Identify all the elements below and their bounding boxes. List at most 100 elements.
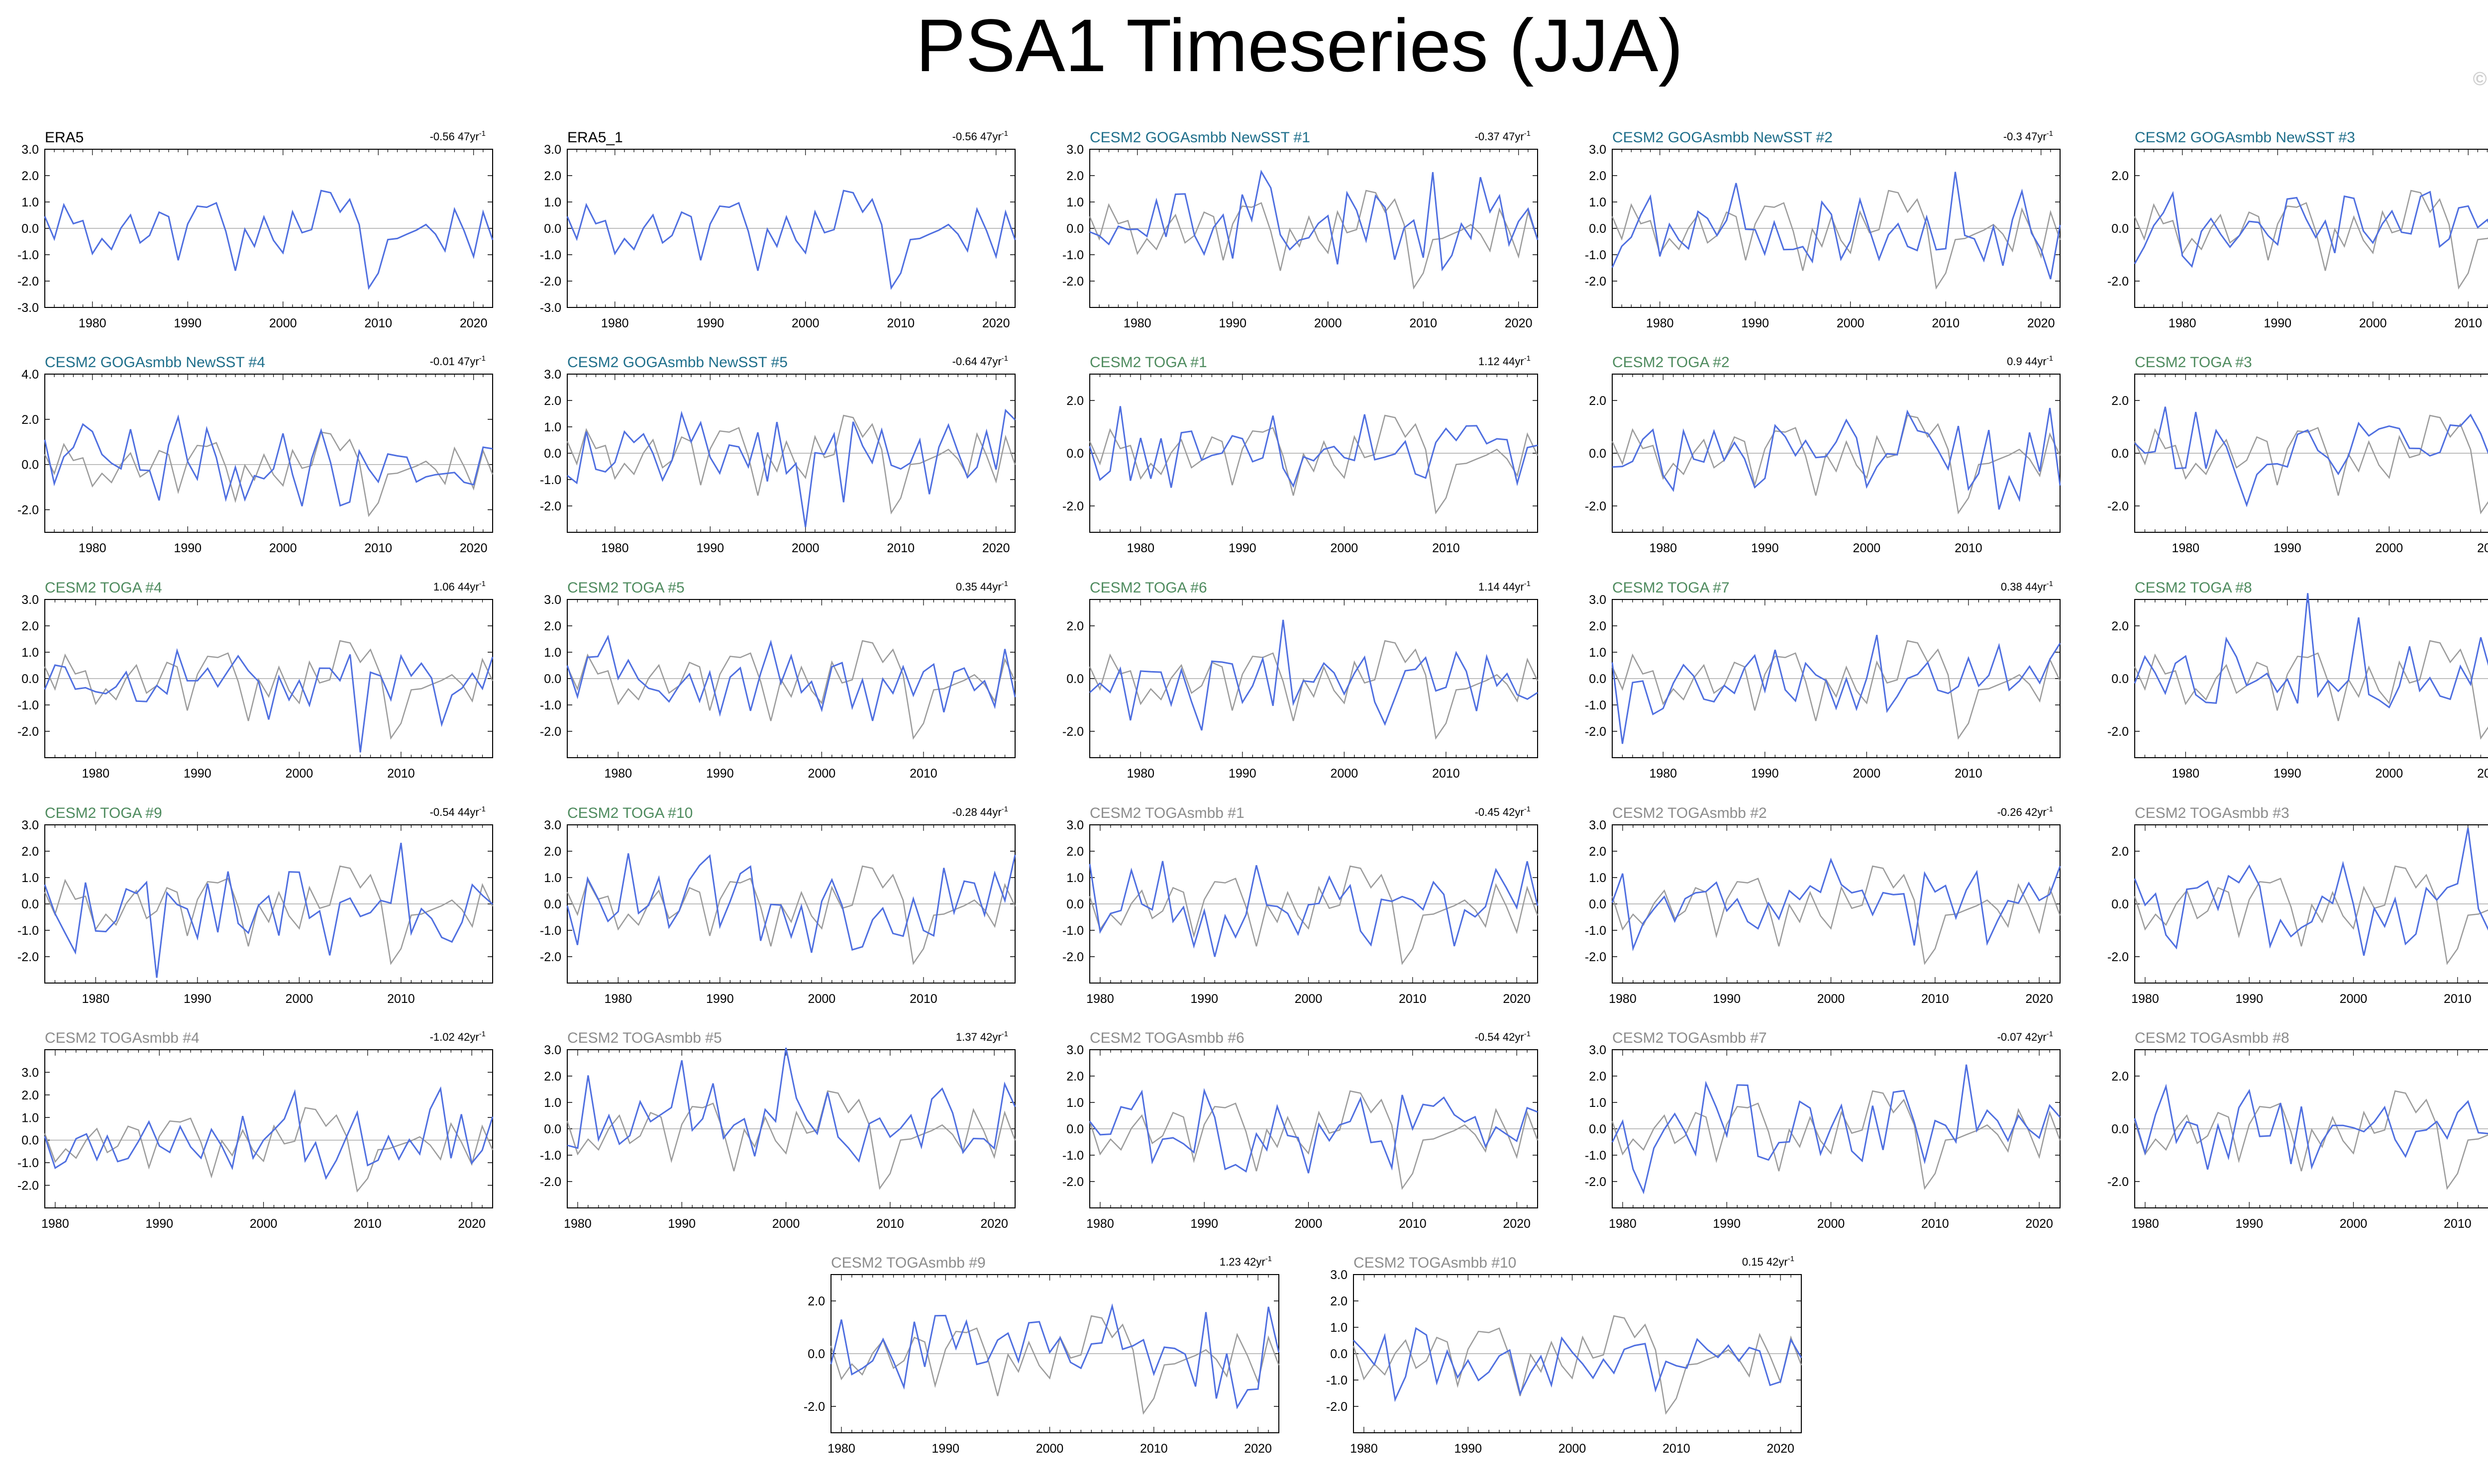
y-tick-label: 1.0 bbox=[1589, 1096, 1606, 1110]
x-tick-label: 2000 bbox=[2359, 316, 2387, 330]
x-tick-label: 2020 bbox=[2027, 316, 2055, 330]
x-tick-label: 2010 bbox=[876, 1217, 904, 1231]
y-tick-label: -2.0 bbox=[2107, 1175, 2129, 1189]
x-tick-label: 1980 bbox=[82, 767, 109, 781]
x-tick-label: 2000 bbox=[792, 541, 820, 555]
y-tick-label: -2.0 bbox=[1062, 275, 1084, 289]
y-tick-label: 2.0 bbox=[21, 169, 39, 183]
panel-title: CESM2 GOGAsmbb NewSST #5 bbox=[567, 354, 788, 371]
member-series-line bbox=[2134, 191, 2488, 268]
x-tick-label: 2000 bbox=[1853, 541, 1881, 555]
timeseries-panel: CESM2 GOGAsmbb NewSST #1 -0.37 47yr-1 3.0 2… bbox=[1062, 129, 1539, 330]
x-tick-label: 2000 bbox=[1853, 767, 1881, 781]
panel-title: CESM2 GOGAsmbb NewSST #4 bbox=[45, 354, 265, 371]
y-tick-label: -2.0 bbox=[1585, 1175, 1606, 1189]
timeseries-panel: CESM2 TOGA #7 0.38 44yr-1 3.0 2.0 1.0 0.0 -1.0… bbox=[1585, 580, 2061, 781]
x-tick-label: 2000 bbox=[1331, 767, 1358, 781]
x-tick-label: 2010 bbox=[1409, 316, 1437, 330]
panel-title: CESM2 TOGA #9 bbox=[45, 805, 162, 821]
y-tick-label: 2.0 bbox=[1589, 169, 1606, 183]
y-tick-label: -3.0 bbox=[17, 301, 39, 315]
x-tick-label: 1980 bbox=[1609, 992, 1637, 1006]
y-tick-label: 1.0 bbox=[544, 871, 561, 885]
x-tick-label: 2000 bbox=[2340, 992, 2368, 1006]
panel-title: CESM2 TOGA #1 bbox=[1090, 354, 1207, 371]
timeseries-panel: CESM2 GOGAsmbb NewSST #31.14 47yr-12.00.… bbox=[2107, 129, 2488, 330]
trend-label: 0.35 44yr-1 bbox=[956, 580, 1008, 593]
x-tick-label: 1990 bbox=[1219, 316, 1246, 330]
y-tick-label: 0.0 bbox=[1066, 1122, 1084, 1136]
timeseries-panel: CESM2 TOGA #4 1.06 44yr-1 3.0 2.0 1.0 0.0 -1.0… bbox=[17, 580, 494, 781]
member-series-line bbox=[566, 853, 1016, 953]
member-series-line bbox=[566, 634, 1016, 721]
panel-title: CESM2 TOGA #3 bbox=[2135, 354, 2252, 371]
x-tick-label: 2010 bbox=[2444, 992, 2472, 1006]
y-tick-label: 3.0 bbox=[1330, 1268, 1348, 1282]
y-tick-label: 3.0 bbox=[1589, 1043, 1606, 1057]
observed-series-line bbox=[2134, 190, 2488, 290]
y-tick-label: 3.0 bbox=[1066, 818, 1084, 832]
y-tick-label: 2.0 bbox=[1589, 845, 1606, 859]
member-series-line bbox=[44, 1086, 494, 1180]
x-tick-label: 1990 bbox=[2235, 992, 2263, 1006]
y-tick-label: 2.0 bbox=[1066, 169, 1084, 183]
x-tick-label: 2010 bbox=[1662, 1442, 1690, 1456]
y-tick-label: 0.0 bbox=[21, 1134, 39, 1148]
y-tick-label: 2.0 bbox=[21, 619, 39, 633]
member-series-line bbox=[1611, 634, 2061, 744]
x-tick-label: 2000 bbox=[792, 316, 820, 330]
x-tick-label: 1980 bbox=[601, 316, 629, 330]
member-series-line bbox=[44, 648, 494, 753]
y-tick-label: 1.0 bbox=[1589, 871, 1606, 885]
trend-label: -1.02 42yr-1 bbox=[430, 1030, 486, 1043]
observed-series-line bbox=[1611, 1090, 2061, 1190]
y-tick-label: -1.0 bbox=[1585, 1149, 1606, 1163]
member-series-line bbox=[2134, 593, 2488, 709]
x-tick-label: 2020 bbox=[980, 1217, 1008, 1231]
x-tick-label: 2020 bbox=[1505, 316, 1533, 330]
panel-title: CESM2 TOGA #6 bbox=[1090, 580, 1207, 596]
member-series-line bbox=[566, 190, 1016, 290]
observed-series-line bbox=[1089, 414, 1539, 514]
y-tick-label: 0.0 bbox=[544, 897, 561, 911]
member-series-line bbox=[2134, 827, 2488, 956]
x-tick-label: 2020 bbox=[2025, 1217, 2053, 1231]
x-tick-label: 2010 bbox=[1399, 1217, 1427, 1231]
trend-label: -0.56 47yr-1 bbox=[952, 129, 1008, 143]
timeseries-panel: CESM2 TOGA #2 0.9 44yr-1 2.0 0.0 -2.0 1980 199… bbox=[1585, 354, 2061, 555]
y-tick-label: 0.0 bbox=[1589, 1122, 1606, 1136]
x-tick-label: 1990 bbox=[184, 992, 211, 1006]
x-tick-label: 2020 bbox=[1244, 1442, 1272, 1456]
y-tick-label: -2.0 bbox=[2107, 275, 2129, 289]
timeseries-panel: CESM2 GOGAsmbb NewSST #4 -0.01 47yr-1 4.0 2… bbox=[17, 354, 494, 555]
trend-label: -0.56 47yr-1 bbox=[430, 129, 486, 143]
x-tick-label: 1980 bbox=[1127, 767, 1154, 781]
x-tick-label: 1990 bbox=[1713, 1217, 1741, 1231]
x-tick-label: 2010 bbox=[910, 992, 937, 1006]
x-tick-label: 2020 bbox=[982, 541, 1010, 555]
y-tick-label: 1.0 bbox=[21, 871, 39, 885]
x-tick-label: 1980 bbox=[1086, 1217, 1114, 1231]
x-tick-label: 2020 bbox=[1503, 992, 1531, 1006]
x-tick-label: 1990 bbox=[696, 541, 724, 555]
panel-title: CESM2 TOGA #5 bbox=[567, 580, 685, 596]
y-tick-label: 0.0 bbox=[1589, 447, 1606, 461]
y-tick-label: 2.0 bbox=[1589, 619, 1606, 633]
panel-title: CESM2 TOGAsmbb #9 bbox=[831, 1255, 986, 1271]
y-tick-label: 1.0 bbox=[21, 1111, 39, 1125]
y-tick-label: 2.0 bbox=[544, 394, 561, 408]
y-tick-label: 0.0 bbox=[544, 1122, 561, 1136]
x-tick-label: 2000 bbox=[1331, 541, 1358, 555]
member-series-line bbox=[1089, 169, 1539, 272]
member-series-line bbox=[1352, 1327, 1802, 1402]
panel-title: CESM2 TOGAsmbb #5 bbox=[567, 1030, 722, 1046]
x-tick-label: 2000 bbox=[1817, 1217, 1845, 1231]
y-tick-label: 2.0 bbox=[1066, 619, 1084, 633]
trend-label: 0.38 44yr-1 bbox=[2001, 580, 2053, 593]
timeseries-panel: CESM2 TOGAsmbb #8-0.64 42yr-12.00.0-2.01… bbox=[2107, 1030, 2488, 1231]
panel-title: CESM2 TOGA #2 bbox=[1612, 354, 1730, 371]
y-tick-label: -1.0 bbox=[540, 924, 561, 938]
trend-label: 1.06 44yr-1 bbox=[433, 580, 486, 593]
x-tick-label: 1990 bbox=[1751, 767, 1779, 781]
x-tick-label: 1980 bbox=[1086, 992, 1114, 1006]
